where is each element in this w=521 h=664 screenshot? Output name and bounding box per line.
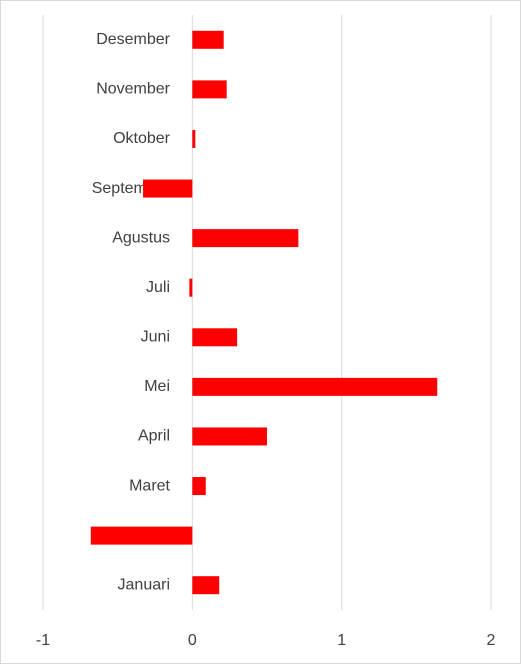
bar — [192, 477, 206, 496]
bar — [192, 427, 267, 446]
y-tick-label: April — [138, 428, 170, 445]
x-tick-label: 1 — [337, 632, 346, 649]
bar — [192, 328, 238, 347]
y-tick-label: Maret — [129, 477, 170, 494]
y-tick-label: Agustus — [112, 229, 170, 246]
x-tick-label: -1 — [36, 632, 50, 649]
y-tick-label: November — [96, 81, 170, 98]
y-tick-label: Desember — [96, 31, 170, 48]
y-tick-label: Juni — [141, 329, 170, 346]
bar — [192, 129, 196, 148]
x-tick-label: 0 — [188, 632, 197, 649]
bar — [192, 30, 224, 49]
bar — [192, 377, 438, 396]
bar — [90, 526, 193, 545]
bar — [189, 278, 193, 297]
bar — [192, 229, 299, 248]
bar — [192, 576, 220, 595]
bar — [143, 179, 193, 198]
y-tick-label: Oktober — [113, 130, 171, 147]
bar — [192, 80, 227, 99]
y-tick-label: Januari — [118, 576, 170, 593]
y-tick-label: Juli — [146, 279, 170, 296]
x-tick-label: 2 — [487, 632, 496, 649]
y-tick-label: Mei — [144, 378, 170, 395]
